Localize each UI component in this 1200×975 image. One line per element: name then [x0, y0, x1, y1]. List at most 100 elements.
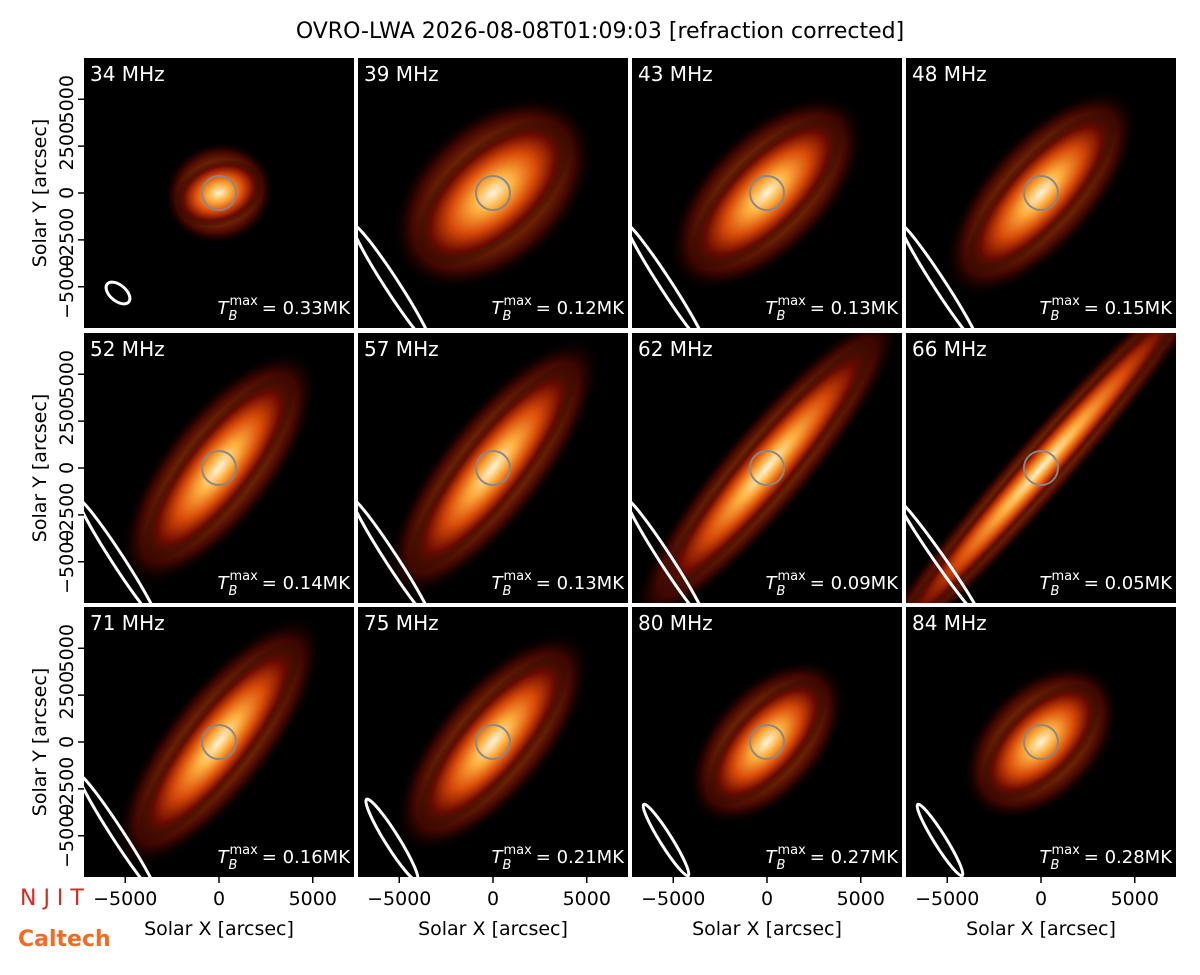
x-tick-label: −5000: [367, 888, 431, 910]
tb-max-label: TBmax = 0.27MK: [766, 843, 900, 873]
beam: [906, 499, 984, 603]
panel-image: [906, 88, 1139, 328]
tb-max-label: TBmax = 0.28MK: [1040, 843, 1174, 873]
tb-superscript: max: [777, 569, 806, 584]
y-tick-label: 2500: [56, 671, 78, 719]
x-tick-label: 5000: [289, 888, 337, 910]
panel-image: [632, 333, 902, 603]
y-tick-label: 0: [56, 187, 78, 199]
panel: 43 MHz TBmax = 0.13MK: [632, 58, 902, 328]
tb-subscript: B: [229, 309, 238, 324]
tb-value: = 0.05MK: [1084, 573, 1173, 594]
panel-image: [906, 333, 1176, 603]
tb-subscript: B: [503, 309, 512, 324]
solar-disk: [475, 175, 511, 211]
x-tick-label: 5000: [1111, 888, 1159, 910]
y-tick-label: −2500: [56, 483, 78, 547]
beam: [364, 797, 420, 877]
x-tick-label: −5000: [915, 888, 979, 910]
y-tick-label: 2500: [56, 397, 78, 445]
solar-disk: [1023, 450, 1059, 486]
solar-disk: [749, 724, 785, 760]
tb-max-label: TBmax = 0.05MK: [1040, 569, 1174, 599]
tb-max-label: TBmax = 0.14MK: [218, 569, 352, 599]
panel-image: [84, 614, 325, 877]
tb-symbol: T: [492, 298, 505, 319]
tb-superscript: max: [1051, 294, 1080, 309]
solar-disk: [201, 175, 237, 211]
panel-image: [632, 93, 867, 328]
tb-subscript: B: [1051, 584, 1060, 599]
solar-disk: [201, 450, 237, 486]
beam: [84, 773, 160, 877]
tb-superscript: max: [503, 569, 532, 584]
y-tick-label: −5000: [56, 255, 78, 319]
tb-superscript: max: [1051, 569, 1080, 584]
x-tick-label: 0: [487, 888, 499, 910]
panel: 57 MHz TBmax = 0.13MK: [358, 333, 628, 603]
solar-disk: [749, 450, 785, 486]
panel-image: [84, 349, 319, 603]
tb-symbol: T: [218, 298, 231, 319]
solar-disk: [201, 724, 237, 760]
x-tick-label: 5000: [563, 888, 611, 910]
y-tick-label: 5000: [56, 75, 78, 123]
x-tick-label: −5000: [641, 888, 705, 910]
panel-title: 84 MHz: [912, 611, 987, 635]
tb-max-label: TBmax = 0.16MK: [218, 843, 352, 873]
beam: [632, 223, 708, 328]
tb-subscript: B: [777, 309, 786, 324]
panel-title: 75 MHz: [364, 611, 439, 635]
y-tick-label: −5000: [56, 804, 78, 868]
beam: [906, 223, 982, 328]
tb-value: = 0.16MK: [262, 847, 351, 868]
logo-njit: N J I T: [20, 886, 84, 911]
tb-superscript: max: [229, 569, 258, 584]
x-axis-label: Solar X [arcsec]: [144, 918, 294, 940]
emission: [408, 363, 578, 573]
tb-symbol: T: [218, 573, 231, 594]
panel-title: 39 MHz: [364, 62, 439, 86]
x-axis-label: Solar X [arcsec]: [418, 918, 568, 940]
panel: 62 MHz TBmax = 0.09MK: [632, 333, 902, 603]
tb-symbol: T: [1040, 573, 1053, 594]
panel-title: 80 MHz: [638, 611, 713, 635]
x-axis-label: Solar X [arcsec]: [692, 918, 842, 940]
panel-title: 43 MHz: [638, 62, 713, 86]
tb-symbol: T: [766, 573, 779, 594]
tb-symbol: T: [766, 298, 779, 319]
tb-symbol: T: [1040, 847, 1053, 868]
panel: 34 MHz TBmax = 0.33MK −5000−2500 0 25005000So…: [29, 58, 354, 328]
y-tick-label: 5000: [56, 350, 78, 398]
tb-superscript: max: [777, 294, 806, 309]
emission: [906, 333, 1176, 603]
x-tick-label: 0: [213, 888, 225, 910]
tb-max-label: TBmax = 0.21MK: [492, 843, 626, 873]
tb-max-label: TBmax = 0.12MK: [492, 294, 626, 324]
tb-subscript: B: [229, 584, 238, 599]
panel-title: 52 MHz: [90, 337, 165, 361]
panel-image: [915, 662, 1121, 877]
emission: [965, 111, 1117, 275]
panel-image: [364, 630, 592, 877]
tb-symbol: T: [218, 847, 231, 868]
tb-superscript: max: [777, 843, 806, 858]
tb-value: = 0.33MK: [262, 298, 351, 319]
emission: [417, 654, 569, 830]
emission: [658, 340, 876, 596]
y-axis-label: Solar Y [arcsec]: [29, 668, 51, 816]
y-tick-label: 2500: [56, 122, 78, 170]
tb-value: = 0.13MK: [536, 573, 625, 594]
tb-value: = 0.21MK: [536, 847, 625, 868]
tb-superscript: max: [503, 294, 532, 309]
tb-superscript: max: [1051, 843, 1080, 858]
panel: 39 MHz TBmax = 0.12MK: [358, 58, 628, 328]
panel-image: [641, 658, 847, 877]
tb-subscript: B: [777, 584, 786, 599]
y-axis-label: Solar Y [arcsec]: [29, 119, 51, 267]
tb-value: = 0.13MK: [810, 298, 899, 319]
panel: 75 MHz TBmax = 0.21MK −5000 0 5000 Solar X [ar…: [358, 607, 628, 940]
panel-title: 66 MHz: [912, 337, 987, 361]
